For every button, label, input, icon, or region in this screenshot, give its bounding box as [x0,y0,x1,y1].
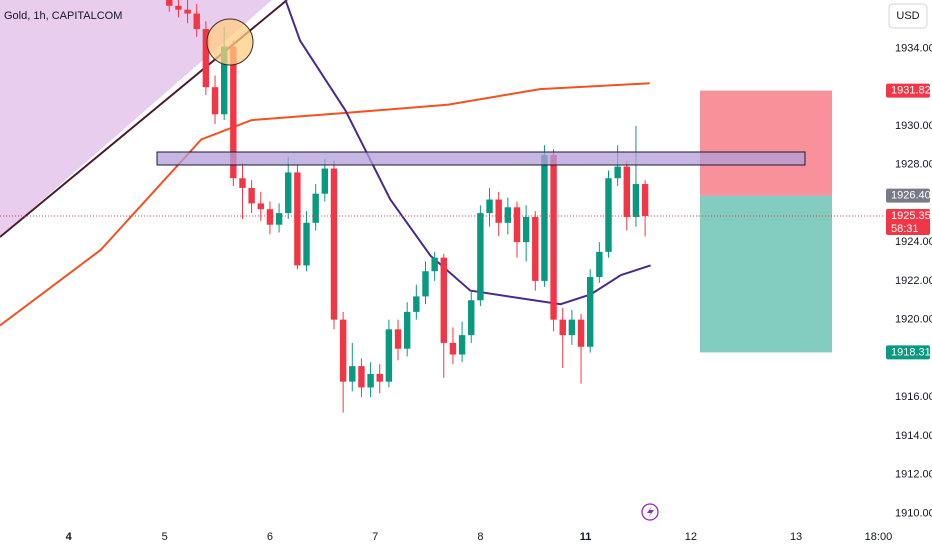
candle-body [559,319,566,336]
price-tag [886,83,930,98]
candle-body [330,168,338,320]
price-tag-label: 1918.31 [891,346,931,358]
candle-body [641,184,649,217]
candle-body [220,46,228,115]
candle-body [449,342,457,355]
x-tick-label: 4 [66,531,73,543]
plot-area [0,0,832,413]
candle-body [385,329,393,382]
y-tick-label: 1912.00 [895,469,932,481]
candle-body [403,311,411,349]
candle-body [468,300,475,336]
price-tag [886,188,930,203]
candle-body [596,251,603,278]
candle-body [266,209,274,225]
candle-body [623,166,630,217]
moving-average [0,82,650,327]
chart-title: Gold, 1h, CAPITALCOM [4,10,122,22]
x-tick-label: 12 [685,531,697,543]
candle-body [230,46,237,179]
candle-body [522,216,530,243]
x-tick-label: 6 [267,531,273,543]
candle-body [202,29,210,88]
candle-body [422,271,429,297]
resistance-zone [156,151,806,166]
candle-body [577,319,585,347]
y-tick-label: 1928.00 [895,159,932,171]
candle-body [312,193,319,223]
candle-body [349,366,356,382]
target-zone [700,195,832,353]
candle-body [413,296,420,312]
candle-body [504,207,512,223]
candle-body [440,257,447,343]
candle-body [477,213,484,301]
candle-body [486,199,493,214]
x-tick-label: 18:00 [865,531,893,543]
candle-body [339,319,347,382]
candle-body [376,373,383,382]
y-tick-label: 1910.00 [895,507,932,519]
y-tick-label: 1914.00 [895,430,932,442]
x-tick-label: 7 [372,531,378,543]
candle-body [248,187,255,204]
candle-body [586,277,594,347]
candle-body [303,222,310,266]
candle-body [211,87,219,115]
x-tick-label: 8 [477,531,483,543]
candle-body [193,13,200,30]
candle-body [605,178,612,252]
x-tick-label: 11 [580,531,592,543]
price-tag-label: 1926.40 [891,190,931,202]
candle-body [431,257,438,272]
currency-button[interactable] [888,3,928,29]
candle-body [495,199,502,223]
candle-body [175,5,182,10]
candle-body [568,319,576,336]
candle-body [513,207,521,243]
event-bolt [647,506,654,518]
currency[interactable]: USD [896,10,919,22]
candle-body [184,9,191,14]
highlight-circle [206,18,254,66]
candle-body [458,335,466,355]
stop-zone [700,90,832,196]
candle-body [239,178,246,188]
candle-body [166,0,173,6]
y-tick-label: 1920.00 [895,314,932,326]
candle-body [632,184,640,217]
candle-body [614,166,621,179]
candle-body [285,172,292,214]
candle-body [550,154,557,320]
countdown: 58:31 [891,223,919,235]
price-tag-label: 1931.82 [891,85,931,97]
candle-body [257,203,264,210]
candle-body [367,373,374,388]
x-tick-label: 13 [790,531,802,543]
candle-body [532,216,539,281]
price-tag [886,209,930,236]
moving-average [284,0,651,306]
y-tick-label: 1924.00 [895,236,932,248]
candle-body [275,213,283,225]
price-tag-label: 1925.35 [891,210,931,222]
y-tick-label: 1934.00 [895,42,932,54]
price-tag [886,345,930,360]
candle-body [294,172,301,266]
candle-body [358,366,365,388]
candle-body [394,329,402,349]
candle-body [541,154,548,281]
y-tick-label: 1916.00 [895,391,932,403]
x-tick-label: 5 [162,531,168,543]
candle-body [321,168,329,194]
y-tick-label: 1930.00 [895,120,932,132]
y-tick-label: 1922.00 [895,275,932,287]
